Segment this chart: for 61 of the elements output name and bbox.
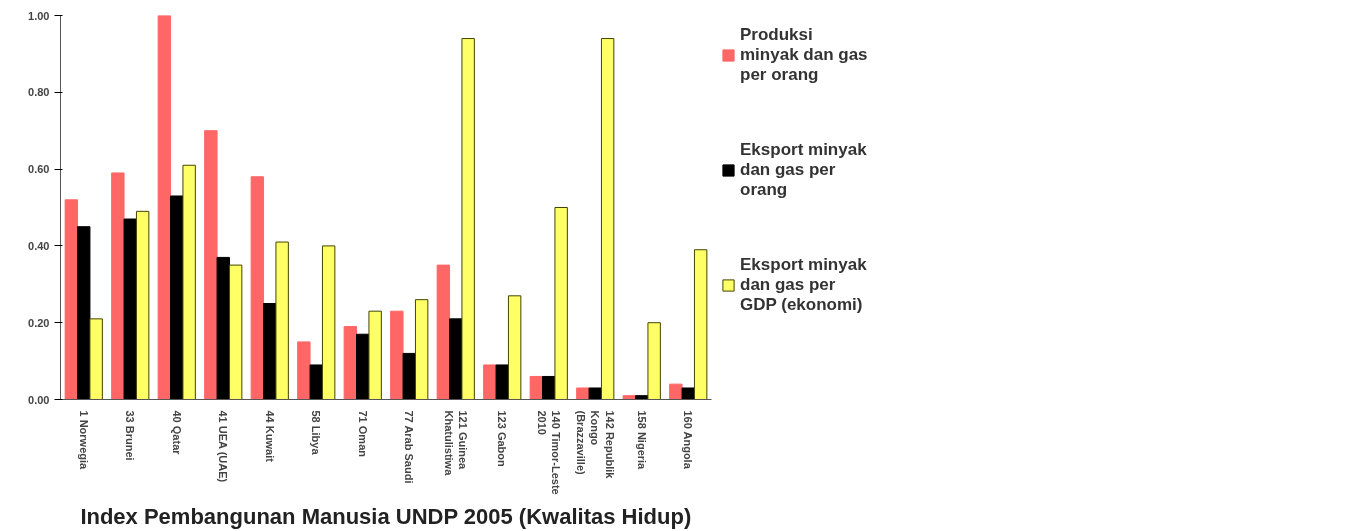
x-tick-label: 1 Norwegia [77,410,90,471]
x-axis-title: Index Pembangunan Manusia UNDP 2005 (Kwalitas Hidup) [80,503,692,529]
bar [111,172,125,400]
bar [321,245,336,400]
bar [669,383,683,400]
bar [77,226,91,400]
bar [157,15,172,400]
bar [576,387,590,400]
x-tick-label: 158 Nigeria [635,410,648,471]
y-tick-label: 0.80 [28,86,50,99]
bar [414,299,429,400]
bar [204,130,218,400]
bar [529,375,544,400]
x-tick-label: 142 Republik Kongo (Brazzaville) [574,410,616,480]
bar [507,295,522,400]
bar [402,352,416,400]
bar [135,210,150,400]
bar [588,387,602,400]
x-tick-label: 121 Guinea Khatulistiwa [442,410,469,477]
bar [436,264,451,400]
bar [275,241,289,400]
x-tick-label: 77 Arab Saudi [403,410,416,484]
legend-label: Eksport minyak dan gas per GDP (ekonomi) [740,255,867,315]
bar [170,195,184,400]
bar [343,326,358,400]
bar [390,310,404,400]
bar [228,264,243,400]
bar [89,318,103,400]
bar [461,38,475,400]
y-tick-label: 0.20 [28,316,50,329]
bar [250,176,265,400]
x-tick-label: 44 Kuwait [263,410,276,463]
bar [495,364,509,400]
legend-label: Eksport minyak dan gas per orang [740,140,867,200]
x-tick-label: 71 Oman [356,410,369,458]
bar [123,218,137,400]
bar [681,387,695,400]
bar [368,310,382,400]
x-tick-label: 58 Libya [310,410,323,456]
y-tick-label: 0.60 [28,163,50,176]
bar [309,364,323,400]
x-tick-label: 41 UEA (UAE) [217,410,230,483]
bar [647,322,661,400]
y-tick-label: 1.00 [28,9,50,22]
x-tick-label: 140 Timor-Leste 2010 [535,410,562,495]
y-tick-label: 0.40 [28,239,50,252]
bar [64,199,79,400]
bar [216,256,230,400]
x-tick-label: 123 Gabon [496,410,509,468]
bar [693,249,708,400]
bar [182,164,196,400]
y-tick-label: 0.00 [28,393,50,406]
bar [297,341,311,400]
x-tick-label: 160 Angola [682,410,695,470]
x-tick-label: 33 Brunei [124,410,137,461]
x-tick-label: 40 Qatar [170,410,183,456]
bar [554,207,568,400]
legend-label: Produksi minyak dan gas per orang [740,25,868,85]
bar [483,364,497,400]
bar [449,318,463,400]
bar [600,38,615,400]
